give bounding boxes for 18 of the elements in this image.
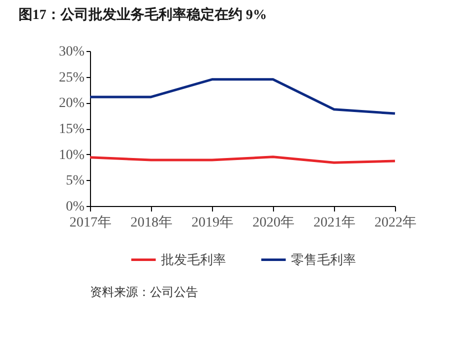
y-tick-label: 25%	[58, 70, 85, 86]
x-tick-label: 2021年	[314, 214, 356, 230]
y-tick-label: 15%	[58, 122, 85, 137]
y-tick-label: 5%	[66, 174, 85, 189]
y-tick-label: 20%	[58, 96, 85, 112]
y-tick-label: 30%	[58, 44, 85, 60]
y-tick-label: 0%	[66, 200, 85, 214]
x-tick-label: 2020年	[252, 214, 294, 230]
legend-label: 零售毛利率	[291, 252, 356, 267]
x-tick-label: 2022年	[374, 214, 416, 230]
x-tick-label: 2018年	[130, 214, 172, 230]
chart-title: 图17：公司批发业务毛利率稳定在约 9%	[18, 6, 267, 23]
line-series	[88, 78, 396, 115]
legend-label: 批发毛利率	[161, 252, 226, 267]
y-tick-label: 10%	[58, 148, 85, 163]
x-tick-label: 2019年	[192, 214, 234, 230]
text: 资料来源：公司公告	[90, 285, 198, 299]
x-tick-label: 2017年	[70, 214, 112, 230]
